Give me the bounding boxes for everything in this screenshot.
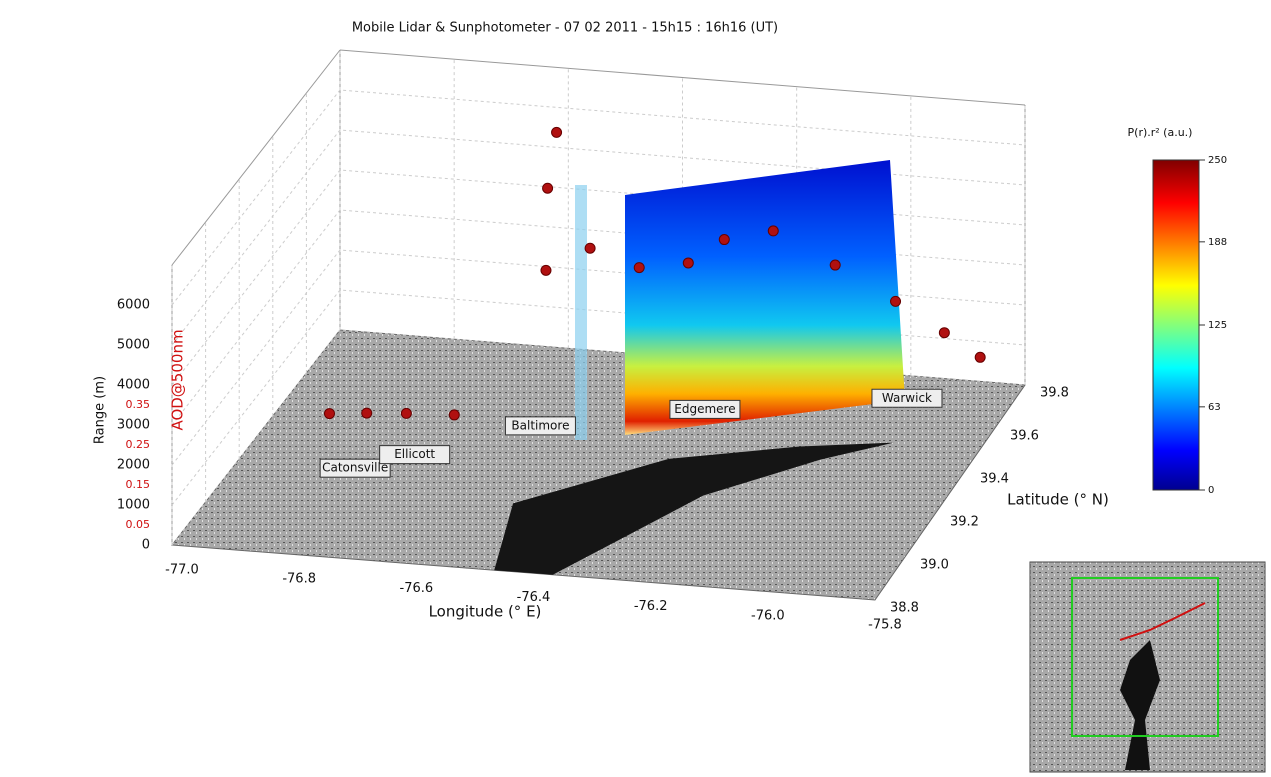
- z-tick-label: 5000: [117, 338, 150, 353]
- place-box: [871, 388, 943, 408]
- y-tick-label: 39.6: [1010, 429, 1039, 444]
- x-tick-label: -75.8: [868, 618, 902, 633]
- aod-point: [540, 264, 552, 276]
- colorbar: [1152, 159, 1200, 491]
- z-tick-label: 4000: [117, 378, 150, 393]
- y-tick-label: 39.8: [1040, 386, 1069, 401]
- aod-point: [323, 408, 335, 420]
- aod-point: [938, 327, 950, 339]
- lidar-curtain: [625, 160, 905, 435]
- aod-point: [890, 295, 902, 307]
- lidar-beam: [575, 185, 587, 440]
- place-box: [504, 416, 576, 436]
- z2-tick-label: 0.35: [126, 398, 151, 411]
- aod-point: [400, 407, 412, 419]
- aod-point: [682, 257, 694, 269]
- x-tick-label: -77.0: [165, 563, 199, 578]
- place-box: [319, 458, 391, 478]
- grid-line: [171, 289, 1026, 506]
- colorbar-tick-label: 188: [1208, 237, 1227, 248]
- colorbar-tick-label: 63: [1208, 402, 1221, 413]
- x-tick-label: -76.8: [282, 572, 316, 587]
- box-edge: [171, 49, 341, 266]
- aod-point: [718, 234, 730, 246]
- y-tick-label: 39.2: [950, 515, 979, 530]
- place-label: Catonsville: [322, 461, 388, 475]
- z-tick-label: 1000: [117, 498, 150, 513]
- place-box: [379, 445, 451, 465]
- place-label: Edgemere: [674, 402, 735, 416]
- aod-point: [829, 259, 841, 271]
- x-tick-label: -76.2: [634, 599, 668, 614]
- aod-point: [584, 242, 596, 254]
- aod-point: [551, 126, 563, 138]
- x-tick-label: -76.0: [751, 608, 785, 623]
- z-tick-label: 6000: [117, 298, 150, 313]
- colorbar-tick-label: 250: [1208, 155, 1227, 166]
- colorbar-tick-label: 0: [1208, 485, 1214, 496]
- x-tick-label: -76.4: [517, 590, 551, 605]
- chart-title: Mobile Lidar & Sunphotometer - 07 02 201…: [352, 21, 778, 36]
- x-tick-label: -76.6: [400, 581, 434, 596]
- z2-tick-label: 0.15: [126, 478, 151, 491]
- box-edge: [339, 49, 1026, 106]
- z-tick-label: 3000: [117, 418, 150, 433]
- place-label: Warwick: [882, 391, 932, 405]
- y-tick-label: 39.0: [920, 558, 949, 573]
- grid-line: [171, 89, 1026, 306]
- aod-point: [448, 409, 460, 421]
- y-tick-label: 39.4: [980, 472, 1009, 487]
- inset-map: [1029, 561, 1266, 773]
- place-label: Baltimore: [511, 418, 569, 432]
- z-tick-label: 2000: [117, 458, 150, 473]
- z-tick-label: 0: [142, 538, 150, 553]
- aod-point: [767, 225, 779, 237]
- z2-tick-label: 0.25: [126, 438, 151, 451]
- grid-line: [171, 169, 1026, 386]
- colorbar-tick-label: 125: [1208, 320, 1227, 331]
- aod-point: [974, 351, 986, 363]
- place-box: [669, 399, 741, 419]
- y-tick-label: 38.8: [890, 601, 919, 616]
- z-axis-label: Range (m): [93, 376, 108, 444]
- y-axis-label: Latitude (° N): [1007, 491, 1109, 509]
- water: [494, 442, 894, 575]
- aod-point: [361, 407, 373, 419]
- z2-axis-label: AOD@500nm: [169, 329, 187, 430]
- marks: Catonsville Ellicott Baltimore Edgemere Warw…: [319, 126, 986, 478]
- place-label: Ellicott: [394, 447, 435, 461]
- colorbar-label: P(r).r² (a.u.): [1128, 126, 1193, 139]
- x-axis-label: Longitude (° E): [429, 603, 542, 621]
- z2-tick-label: 0.05: [126, 518, 151, 531]
- aod-point: [633, 262, 645, 274]
- aod-point: [542, 182, 554, 194]
